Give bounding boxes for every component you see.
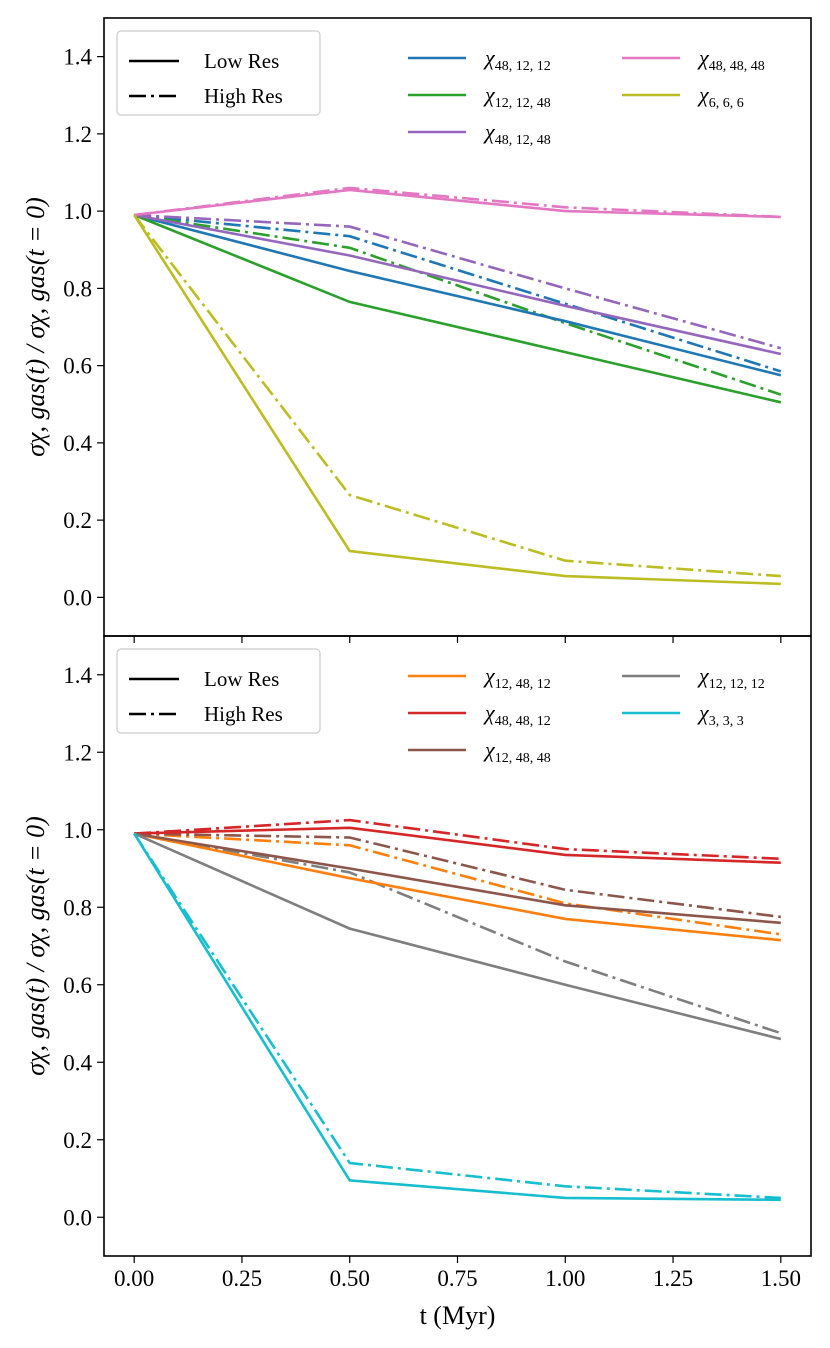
x-tick-label: 0.50 [330, 1266, 370, 1291]
y-tick-label: 0.6 [63, 354, 92, 379]
series-line-high-res [133, 214, 781, 578]
x-tick-label: 0.00 [114, 1266, 154, 1291]
series-legend-label: χ48, 12, 48 [483, 119, 551, 148]
x-axis-label: t (Myr) [420, 1301, 496, 1330]
series-legend-label: χ12, 12, 12 [697, 663, 765, 692]
series-line-high-res [134, 186, 781, 219]
y-tick-label: 0.2 [63, 1128, 92, 1153]
series-line-high-res [134, 213, 782, 396]
figure-labels: t (Myr) [420, 1301, 496, 1330]
series-line-high-res [134, 213, 782, 350]
series-line-high-res [134, 213, 782, 373]
series-line-low-res [133, 832, 782, 1041]
series-legend-label: χ12, 12, 48 [483, 82, 551, 111]
style-legend-label: Low Res [204, 49, 279, 73]
y-tick-label: 1.2 [63, 122, 92, 147]
bottom-panel: 0.0 0.2 0.4 0.6 0.8 1.0 1.2 1.4 0.00 0.25 0.50 0.75… [21, 635, 812, 1291]
style-legend-box [116, 30, 321, 116]
series-line-low-res [133, 213, 782, 404]
style-legend-label: High Res [204, 702, 283, 726]
series-legend-label: χ48, 48, 12 [483, 700, 551, 729]
series-line-low-res [133, 214, 781, 586]
x-tick-label: 0.25 [222, 1266, 262, 1291]
style-legend-label: Low Res [204, 667, 279, 691]
y-tick-label: 0.6 [63, 973, 92, 998]
y-tick-label: 1.0 [63, 818, 92, 843]
series-legend-subscript: 48, 48, 12 [495, 714, 551, 729]
series-line-low-res [133, 832, 781, 942]
series-legend-subscript: 48, 12, 12 [495, 59, 551, 74]
y-tick-label: 0.4 [63, 1050, 92, 1075]
series-legend-label: χ12, 48, 48 [483, 737, 551, 766]
series-line-low-res [133, 213, 782, 356]
series-line-high-res [134, 832, 781, 919]
y-tick-label: 0.0 [63, 585, 92, 610]
y-tick-label: 1.0 [63, 199, 92, 224]
series-line-high-res [134, 818, 781, 861]
series-line-high-res [134, 832, 781, 936]
y-tick-label: 1.4 [63, 45, 92, 70]
series-legend-label: χ48, 12, 12 [483, 45, 551, 74]
series-legend-subscript: 6, 6, 6 [709, 96, 744, 111]
series-legend-subscript: 48, 48, 48 [709, 59, 765, 74]
x-tick-label: 1.25 [653, 1266, 693, 1291]
y-tick-label: 0.8 [63, 895, 92, 920]
series-line-low-res [134, 188, 781, 219]
x-tick-label: 1.50 [761, 1266, 801, 1291]
y-tick-label: 0.2 [63, 508, 92, 533]
series-line-low-res [134, 826, 781, 864]
style-legend-box [116, 648, 321, 734]
series-legend-label: χ3, 3, 3 [697, 700, 744, 729]
series-legend-subscript: 12, 48, 12 [495, 677, 551, 692]
y-tick-label: 1.4 [63, 663, 92, 688]
series-line-high-res [133, 832, 781, 1200]
y-tick-label: 0.8 [63, 276, 92, 301]
series-legend-label: χ12, 48, 12 [483, 663, 551, 692]
series-legend-label: χ48, 48, 48 [697, 45, 765, 74]
series-line-low-res [133, 832, 781, 1202]
style-legend-label: High Res [204, 84, 283, 108]
series-legend-subscript: 12, 48, 48 [495, 751, 551, 766]
series-legend-subscript: 3, 3, 3 [709, 714, 744, 729]
series-legend-subscript: 12, 12, 12 [709, 677, 765, 692]
y-axis-label: σχ, gas(t) / σχ, gas(t = 0) [21, 816, 50, 1076]
x-tick-label: 1.00 [545, 1266, 585, 1291]
x-tick-label: 0.75 [437, 1266, 477, 1291]
series-legend-subscript: 12, 12, 48 [495, 96, 551, 111]
top-panel: 0.0 0.2 0.4 0.6 0.8 1.0 1.2 1.4 Low Res High Res χ… [21, 17, 812, 643]
series-line-high-res [133, 832, 782, 1035]
y-tick-label: 1.2 [63, 740, 92, 765]
series-legend-label: χ6, 6, 6 [697, 82, 744, 111]
series-legend-subscript: 48, 12, 48 [495, 133, 551, 148]
series-line-low-res [133, 213, 782, 377]
y-tick-label: 0.4 [63, 431, 92, 456]
y-tick-label: 0.0 [63, 1205, 92, 1230]
series-line-low-res [133, 832, 781, 925]
y-axis-label: σχ, gas(t) / σχ, gas(t = 0) [21, 197, 50, 457]
